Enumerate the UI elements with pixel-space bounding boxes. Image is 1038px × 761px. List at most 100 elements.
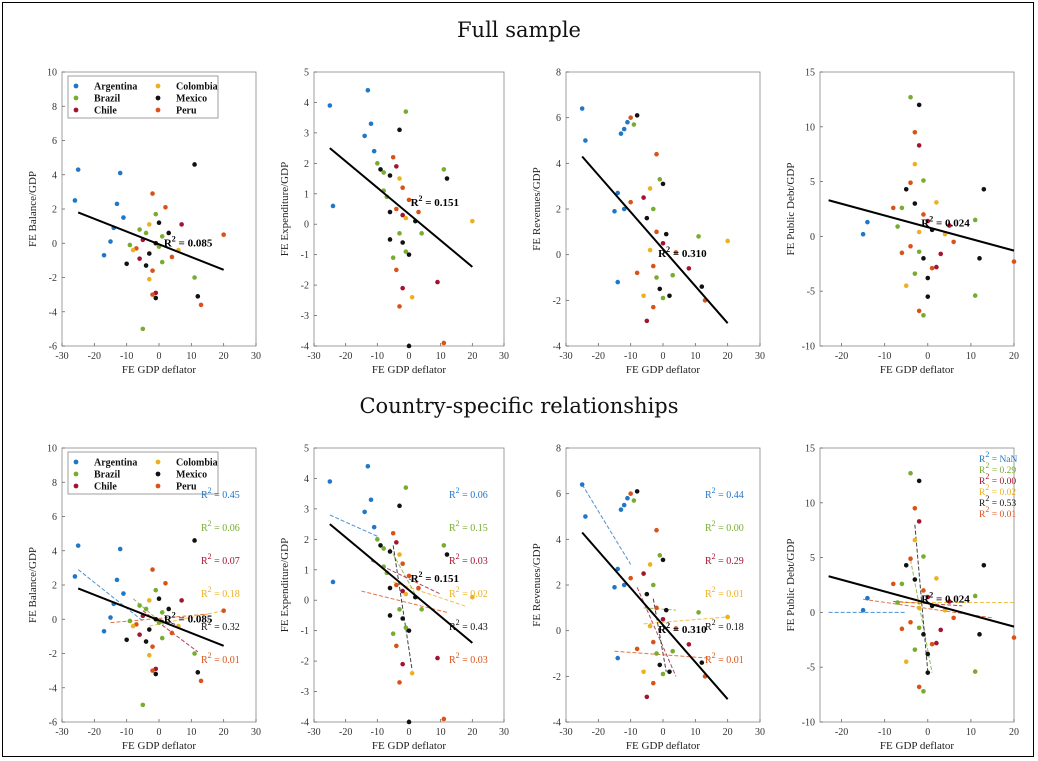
data-point <box>670 272 675 278</box>
data-point <box>441 167 447 172</box>
y-tick-label: -10 <box>802 342 815 353</box>
data-point <box>899 205 905 211</box>
y-tick-label: -2 <box>301 657 309 668</box>
data-point <box>192 538 197 543</box>
data-point <box>394 540 399 545</box>
data-point <box>660 181 666 187</box>
y-tick-label: 6 <box>52 512 57 523</box>
data-point <box>916 229 922 235</box>
x-tick-label: 20 <box>467 351 477 362</box>
data-point <box>912 201 918 206</box>
data-point <box>916 519 922 524</box>
pooled-fit-line <box>828 575 1015 628</box>
data-point <box>371 148 377 154</box>
data-point <box>903 659 909 665</box>
country-r2-argentina: R2 = 0.44 <box>705 486 744 501</box>
data-point <box>634 270 640 276</box>
data-point <box>865 219 870 225</box>
data-point <box>921 212 926 217</box>
data-point <box>903 283 909 289</box>
data-point <box>912 577 918 582</box>
data-point <box>725 614 730 620</box>
legend-label-colombia: Colombia <box>176 82 218 93</box>
country-specific-title: Country-specific relationships <box>359 394 679 418</box>
data-point <box>403 249 409 254</box>
data-point <box>192 162 197 167</box>
data-point <box>912 271 918 276</box>
legend-marker-mexico <box>155 471 161 477</box>
data-point <box>916 143 922 148</box>
legend-label-brazil: Brazil <box>94 94 120 105</box>
legend-label-argentina: Argentina <box>94 82 137 93</box>
data-point <box>147 276 152 282</box>
data-point <box>169 254 175 260</box>
data-point <box>912 647 918 652</box>
data-point <box>972 293 978 298</box>
y-tick-label: 0 <box>810 232 815 243</box>
data-point <box>166 230 171 236</box>
data-point <box>660 671 666 677</box>
x-tick-label: 0 <box>925 727 930 738</box>
data-point <box>634 113 640 118</box>
y-tick-label: -3 <box>301 687 309 698</box>
data-point <box>921 313 926 318</box>
data-point <box>195 670 201 675</box>
axes-box <box>313 71 505 347</box>
data-point <box>397 680 402 685</box>
data-point <box>400 661 405 667</box>
data-point <box>130 623 136 629</box>
data-point <box>179 222 184 227</box>
country-r2-mexico: R2 = 0.43 <box>449 618 488 633</box>
y-tick-label: 2 <box>556 205 561 216</box>
x-tick-label: 30 <box>499 351 509 362</box>
data-point <box>660 557 666 563</box>
data-point <box>150 268 155 273</box>
y-axis-label: FE Revenues/GDP <box>531 543 543 626</box>
data-point <box>159 234 165 239</box>
data-point <box>390 631 396 637</box>
x-tick-label: -10 <box>371 727 384 738</box>
y-axis-label: FE Balance/GDP <box>27 547 39 623</box>
legend-label-mexico: Mexico <box>176 470 207 481</box>
x-tick-label: 20 <box>467 727 477 738</box>
data-point <box>470 218 475 224</box>
x-axis-label: FE GDP deflator <box>880 740 954 752</box>
data-point <box>890 205 896 211</box>
pooled-r2-label: R2 = 0.151 <box>411 194 459 209</box>
data-point <box>387 173 393 178</box>
legend-label-mexico: Mexico <box>176 94 207 105</box>
country-r2-mexico: R2 = 0.32 <box>201 618 240 633</box>
data-point <box>654 229 659 235</box>
country-r2-chile: R2 = 0.03 <box>449 552 488 567</box>
data-point <box>921 632 926 637</box>
data-point <box>387 209 393 215</box>
data-point <box>631 122 637 127</box>
data-point <box>921 554 926 559</box>
data-point <box>403 625 409 630</box>
data-point <box>667 293 672 299</box>
data-point <box>925 670 931 675</box>
data-point <box>403 109 409 114</box>
x-tick-label: -20 <box>592 351 605 362</box>
data-point <box>400 285 405 291</box>
y-tick-label: 0 <box>52 239 57 250</box>
data-point <box>153 295 159 301</box>
pooled-r2-label: R2 = 0.151 <box>411 570 459 585</box>
data-point <box>159 635 165 641</box>
y-axis-label: FE Expenditure/GDP <box>279 538 291 632</box>
x-tick-label: -10 <box>624 727 637 738</box>
data-point <box>651 680 656 686</box>
data-point <box>686 266 692 271</box>
data-point <box>651 582 656 588</box>
data-point <box>912 161 918 167</box>
legend-label-colombia: Colombia <box>176 458 218 469</box>
data-point <box>375 537 380 542</box>
axes-box <box>565 71 761 347</box>
legend-label-peru: Peru <box>176 482 197 493</box>
data-point <box>908 94 913 100</box>
data-point <box>921 588 926 593</box>
data-point <box>916 102 922 108</box>
legend-box <box>67 75 219 119</box>
x-tick-label: 20 <box>1009 351 1019 362</box>
